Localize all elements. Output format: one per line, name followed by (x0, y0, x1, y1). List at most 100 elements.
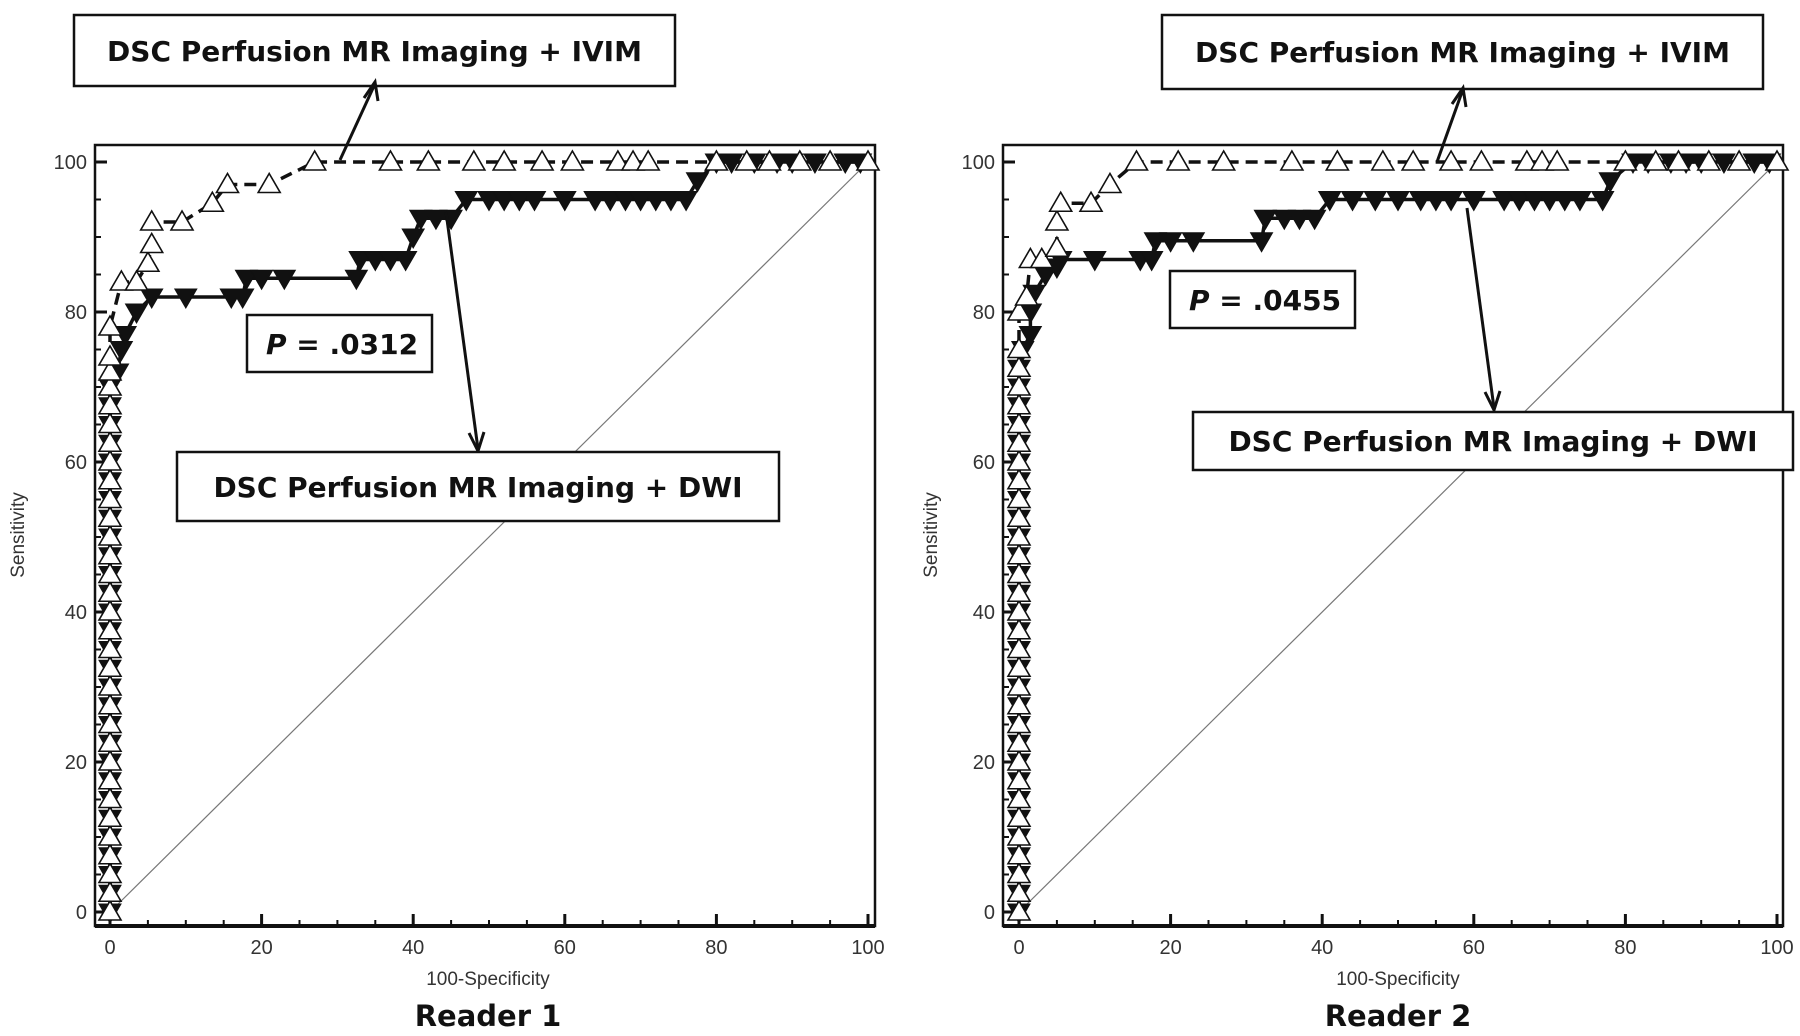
marker-ivim-point (1006, 655, 1032, 678)
marker-ivim-point (1006, 861, 1032, 884)
marker-ivim-point (97, 805, 123, 828)
marker-ivim-point (199, 190, 225, 213)
roc-panel-reader-2: 0 20 40 60 80 100 0 20 40 60 80 100 DSC Perfusion M… (921, 13, 1795, 1033)
marker-ivim-point (605, 149, 631, 171)
marker-ivim-point (1006, 486, 1032, 509)
marker-ivim-point (1006, 299, 1032, 321)
marker-dwi-point (109, 341, 134, 362)
marker-ivim-point (97, 580, 123, 603)
marker-ivim-point (1006, 561, 1032, 584)
marker-ivim-point (1006, 580, 1032, 603)
x-tick-label: 0 (104, 937, 115, 959)
marker-ivim-point (97, 599, 123, 621)
marker-ivim-point (97, 843, 123, 865)
x-tick-label: 60 (1463, 937, 1485, 959)
marker-ivim-point (97, 430, 123, 453)
marker-dwi-point (401, 228, 426, 249)
marker-ivim-point (1006, 374, 1032, 396)
marker-dwi-point (598, 191, 623, 212)
y-tick-label: 20 (973, 752, 995, 774)
p-symbol: P (1189, 284, 1210, 317)
marker-ivim-point (1097, 171, 1123, 194)
label-dwi-text: DSC Perfusion MR Imaging + DWI (1228, 425, 1757, 458)
marker-dwi-point (803, 153, 827, 174)
marker-ivim-point (97, 786, 123, 809)
marker-ivim-point (1514, 149, 1540, 171)
p-value: .0312 (330, 328, 419, 361)
y-tick-label: 80 (973, 302, 995, 324)
marker-ivim-point (529, 149, 555, 171)
marker-ivim-point (1006, 411, 1032, 434)
label-ivim-text: DSC Perfusion MR Imaging + IVIM (1195, 36, 1730, 69)
plot-frame (1001, 143, 1785, 928)
plot-area: 0 20 40 60 80 100 0 20 40 60 80 100 (962, 143, 1794, 959)
marker-ivim-point (108, 269, 134, 291)
y-tick-label: 60 (973, 452, 995, 474)
x-axis-label: 100-Specificity (1336, 969, 1460, 990)
x-tick-label: 80 (705, 937, 727, 959)
marker-ivim-point (1006, 393, 1032, 415)
marker-dwi-point (1408, 191, 1433, 212)
x-axis-label: 100-Specificity (426, 969, 550, 990)
p-value: .0455 (1253, 284, 1342, 317)
marker-dwi-point (1181, 232, 1206, 253)
marker-dwi-point (643, 191, 668, 212)
y-axis-label: Sensitivity (921, 492, 942, 578)
marker-ivim-point (1666, 149, 1691, 171)
marker-ivim-point (734, 149, 760, 171)
marker-ivim-point (1124, 149, 1149, 171)
svg-text:P = .0312: P = .0312 (266, 328, 418, 361)
marker-dwi-point (583, 191, 607, 212)
marker-ivim-point (139, 209, 165, 231)
marker-dwi-point (1461, 191, 1486, 212)
marker-ivim-point (1006, 618, 1032, 640)
marker-dwi-point (1598, 172, 1623, 193)
marker-ivim-point (1370, 149, 1396, 171)
marker-dwi-point (1082, 251, 1107, 272)
marker-ivim-point (1006, 730, 1032, 753)
p-value-box: P = .0455 (1168, 269, 1357, 330)
marker-dwi-point (348, 251, 373, 272)
marker-dwi-point (1522, 191, 1547, 212)
marker-dwi-point (378, 251, 403, 272)
marker-ivim-point (1726, 149, 1752, 171)
marker-dwi-point (1249, 232, 1274, 253)
marker-dwi-point (477, 191, 501, 212)
roc-panel-reader-1: 0 20 40 60 80 100 0 20 40 60 80 100 DSC Perfusion M… (8, 13, 885, 1033)
marker-ivim-point (1006, 880, 1032, 903)
marker-ivim-point (97, 486, 123, 509)
annotation-layer: DSC Perfusion MR Imaging + IVIM P = .031… (72, 13, 781, 523)
x-tick-label: 20 (250, 937, 272, 959)
marker-ivim-point (97, 344, 123, 366)
panel-title: Reader 1 (415, 999, 562, 1033)
marker-ivim-point (1468, 149, 1494, 171)
label-dwi-text: DSC Perfusion MR Imaging + DWI (213, 471, 742, 504)
marker-ivim-point (1014, 284, 1039, 306)
marker-ivim-point (97, 655, 123, 678)
marker-ivim-point (97, 505, 123, 528)
marker-ivim-point (1006, 768, 1032, 790)
marker-ivim-point (135, 250, 161, 273)
label-box-ivim: DSC Perfusion MR Imaging + IVIM (1160, 13, 1765, 91)
marker-dwi-point (1302, 209, 1327, 231)
marker-dwi-point (344, 269, 369, 291)
marker-dwi-point (124, 303, 149, 324)
x-tick-label: 80 (1614, 937, 1636, 959)
marker-dwi-point (628, 191, 653, 212)
marker-dwi-point (507, 191, 532, 212)
marker-dwi-point (1253, 209, 1278, 231)
y-tick-label: 80 (65, 302, 87, 324)
marker-ivim-point (1006, 693, 1032, 715)
x-tick-label: 20 (1159, 937, 1181, 959)
label-box-dwi: DSC Perfusion MR Imaging + DWI (1191, 410, 1795, 472)
y-tick-label: 20 (65, 752, 87, 774)
marker-ivim-point (1544, 149, 1570, 171)
marker-ivim-point (1006, 468, 1032, 490)
marker-ivim-point (97, 561, 123, 584)
marker-ivim-point (635, 149, 661, 171)
marker-ivim-point (1438, 149, 1464, 171)
marker-dwi-point (1386, 191, 1410, 212)
marker-ivim-point (97, 411, 123, 434)
marker-ivim-point (97, 674, 123, 696)
